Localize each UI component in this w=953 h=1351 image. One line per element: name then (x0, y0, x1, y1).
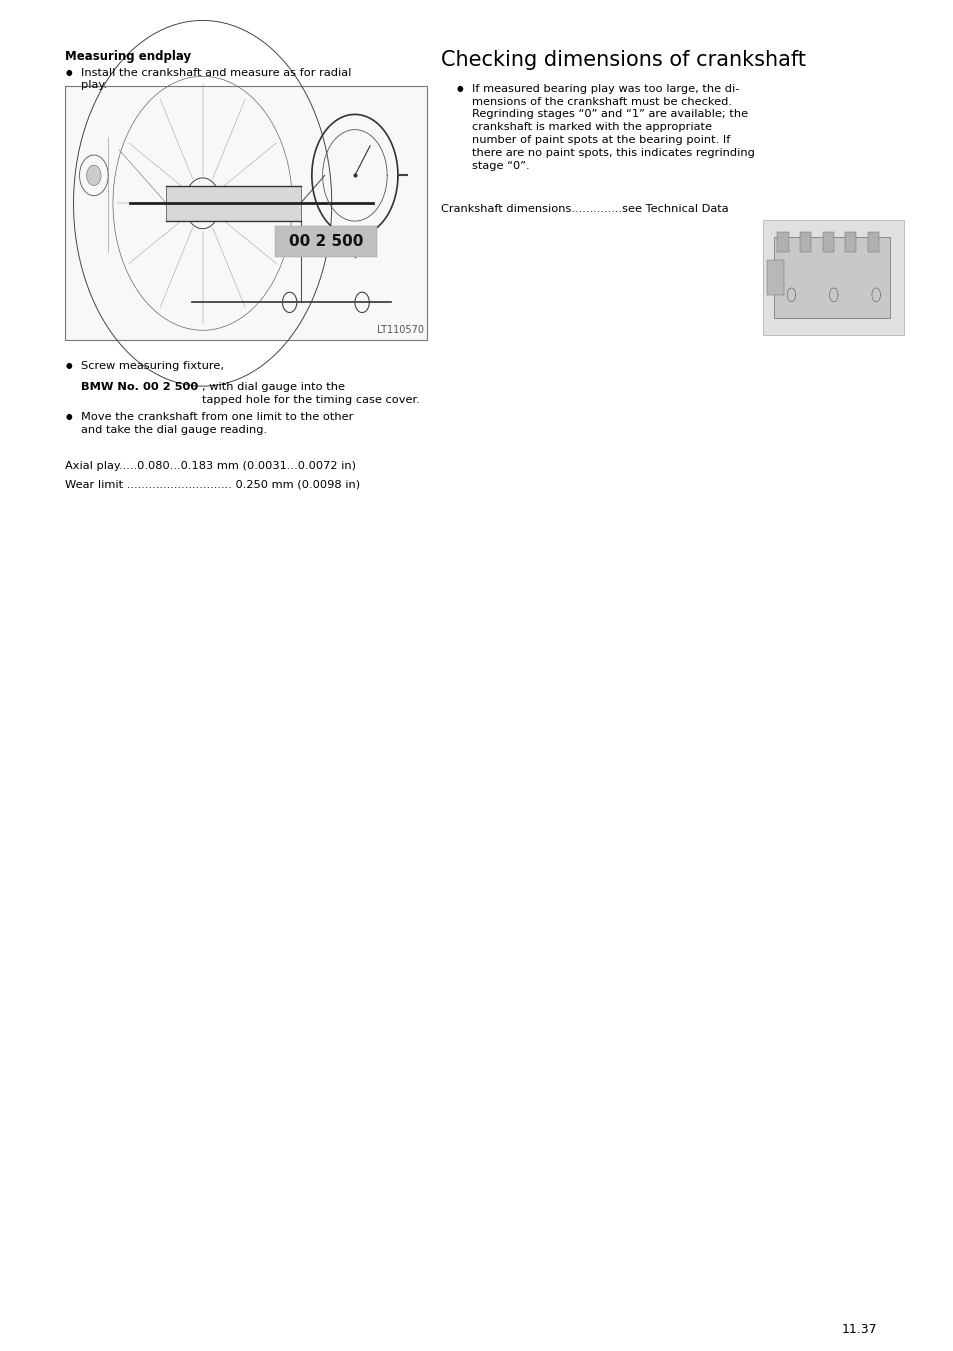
Text: Measuring endplay: Measuring endplay (65, 50, 191, 63)
Text: 00 2 500: 00 2 500 (289, 234, 363, 249)
Text: Checking dimensions of crankshaft: Checking dimensions of crankshaft (440, 50, 805, 70)
Text: LT110570: LT110570 (376, 326, 423, 335)
Text: ●: ● (66, 412, 72, 422)
Text: 11.37: 11.37 (841, 1323, 877, 1336)
Text: BMW No. 00 2 500: BMW No. 00 2 500 (81, 382, 198, 392)
Text: ●: ● (66, 361, 72, 370)
Bar (274, 226, 376, 257)
Text: Screw measuring fixture,: Screw measuring fixture, (81, 361, 224, 370)
Text: Install the crankshaft and measure as for radial
play.: Install the crankshaft and measure as fo… (81, 68, 351, 91)
Text: Move the crankshaft from one limit to the other
and take the dial gauge reading.: Move the crankshaft from one limit to th… (81, 412, 354, 435)
Bar (799, 232, 810, 253)
Text: Crankshaft dimensions..............see Technical Data: Crankshaft dimensions..............see T… (440, 204, 727, 213)
Bar (774, 238, 889, 317)
Text: Axial play.....0.080...0.183 mm (0.0031...0.0072 in): Axial play.....0.080...0.183 mm (0.0031.… (65, 461, 355, 470)
Text: Wear limit ............................. 0.250 mm (0.0098 in): Wear limit .............................… (65, 480, 359, 489)
Bar (166, 185, 300, 222)
Bar (844, 232, 856, 253)
Bar (762, 220, 903, 335)
Bar (65, 86, 427, 340)
Bar (821, 232, 833, 253)
Bar (867, 232, 878, 253)
Text: ●: ● (66, 68, 72, 77)
Bar (766, 261, 783, 295)
Text: , with dial gauge into the
tapped hole for the timing case cover.: , with dial gauge into the tapped hole f… (202, 382, 419, 405)
Text: If measured bearing play was too large, the di-
mensions of the crankshaft must : If measured bearing play was too large, … (472, 84, 755, 170)
Bar (777, 232, 788, 253)
Text: ●: ● (456, 84, 463, 93)
Circle shape (87, 165, 101, 185)
